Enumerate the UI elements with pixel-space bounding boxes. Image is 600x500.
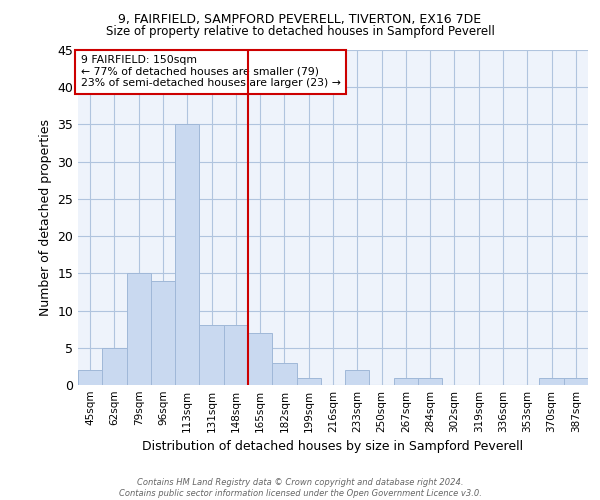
Bar <box>345 370 370 385</box>
Y-axis label: Number of detached properties: Number of detached properties <box>39 119 52 316</box>
Bar <box>564 378 588 385</box>
Text: Size of property relative to detached houses in Sampford Peverell: Size of property relative to detached ho… <box>106 25 494 38</box>
Bar <box>102 348 127 385</box>
Bar <box>394 378 418 385</box>
Bar <box>272 362 296 385</box>
Bar <box>539 378 564 385</box>
Text: 9, FAIRFIELD, SAMPFORD PEVERELL, TIVERTON, EX16 7DE: 9, FAIRFIELD, SAMPFORD PEVERELL, TIVERTO… <box>118 12 482 26</box>
Bar <box>175 124 199 385</box>
Bar <box>296 378 321 385</box>
Bar <box>199 326 224 385</box>
Text: Contains HM Land Registry data © Crown copyright and database right 2024.
Contai: Contains HM Land Registry data © Crown c… <box>119 478 481 498</box>
Bar <box>248 333 272 385</box>
Bar <box>151 281 175 385</box>
X-axis label: Distribution of detached houses by size in Sampford Peverell: Distribution of detached houses by size … <box>142 440 524 454</box>
Bar <box>224 326 248 385</box>
Bar <box>78 370 102 385</box>
Bar <box>418 378 442 385</box>
Bar <box>127 274 151 385</box>
Text: 9 FAIRFIELD: 150sqm
← 77% of detached houses are smaller (79)
23% of semi-detach: 9 FAIRFIELD: 150sqm ← 77% of detached ho… <box>80 55 340 88</box>
